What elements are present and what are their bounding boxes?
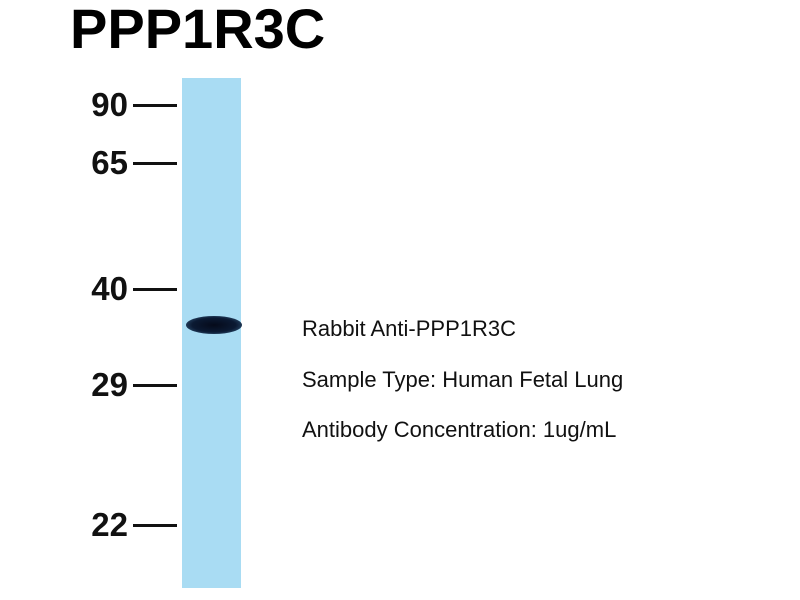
antibody-label: Rabbit Anti-PPP1R3C (302, 316, 516, 341)
marker-label: 65 (91, 144, 128, 181)
marker-tick (133, 524, 177, 527)
protein-band (186, 316, 242, 334)
marker-tick (133, 384, 177, 387)
marker-22: 22 (0, 508, 180, 542)
marker-label: 22 (91, 506, 128, 543)
marker-label: 90 (91, 86, 128, 123)
marker-label: 40 (91, 270, 128, 307)
blot-title: PPP1R3C (70, 0, 326, 60)
marker-tick (133, 288, 177, 291)
marker-tick (133, 162, 177, 165)
marker-65: 65 (0, 146, 180, 180)
concentration-label: Antibody Concentration: 1ug/mL (302, 417, 617, 442)
marker-tick (133, 104, 177, 107)
sample-type-label: Sample Type: Human Fetal Lung (302, 367, 624, 392)
marker-40: 40 (0, 272, 180, 306)
marker-90: 90 (0, 88, 180, 122)
marker-29: 29 (0, 368, 180, 402)
marker-label: 29 (91, 366, 128, 403)
